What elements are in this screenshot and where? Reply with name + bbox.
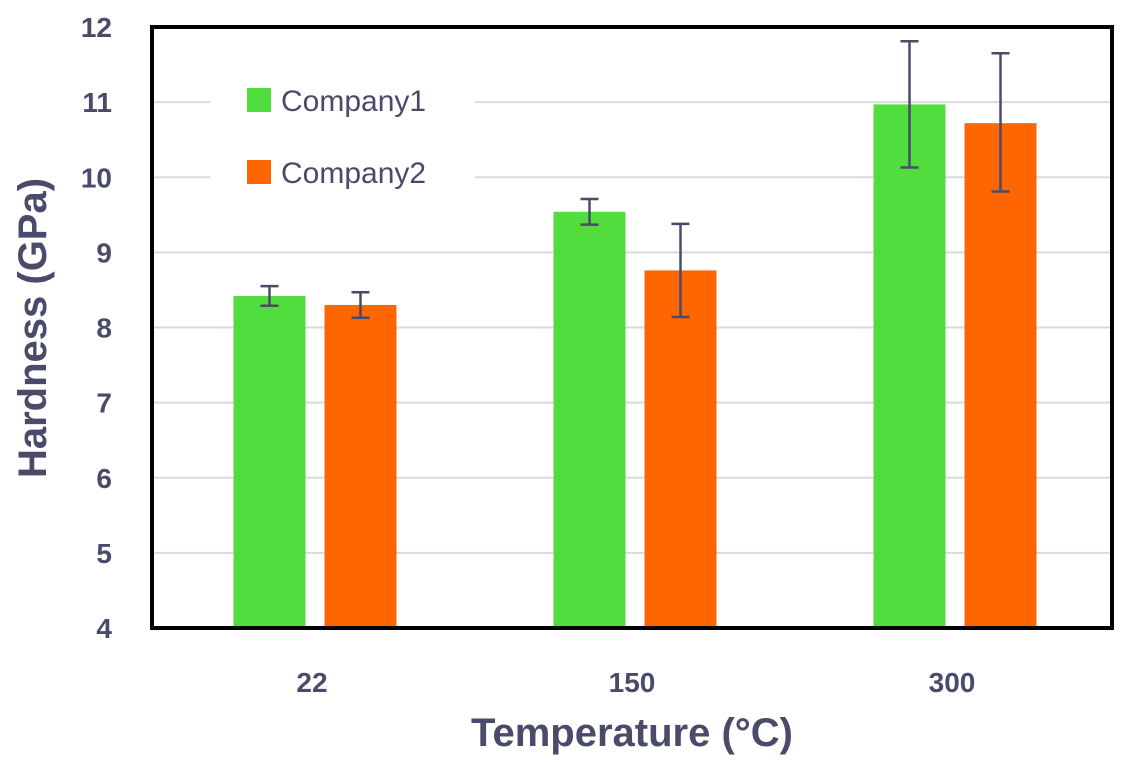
error-bar-company1-300 (900, 40, 919, 169)
legend-label-company2: Company2 (281, 157, 426, 190)
bar-company2-300 (964, 123, 1037, 628)
bar-company2-150 (644, 270, 717, 628)
y-tick-labels: 4 5 6 7 8 9 10 11 12 (81, 12, 113, 644)
error-bar-company2-150 (671, 222, 690, 319)
error-bar-company2-22 (351, 290, 370, 319)
bar-company1-22 (233, 295, 306, 628)
bar-company1-300 (873, 104, 946, 628)
y-tick-label: 6 (96, 463, 112, 494)
plot-frame (150, 25, 1114, 630)
x-tick-label: 150 (609, 667, 656, 698)
error-bars (260, 40, 1010, 319)
bar-company1-150 (553, 211, 626, 628)
x-tick-labels: 22 150 300 (296, 667, 975, 698)
x-axis-title: Temperature (°C) (471, 711, 793, 755)
y-tick-label: 7 (96, 388, 112, 419)
bar-company2-22 (324, 304, 397, 628)
error-bar-company1-150 (580, 197, 599, 226)
y-tick-label: 9 (96, 237, 112, 268)
y-tick-label: 11 (82, 87, 112, 118)
y-tick-label: 4 (96, 613, 112, 644)
x-tick-label: 22 (296, 667, 327, 698)
y-axis-title: Hardness (GPa) (11, 178, 55, 478)
legend: Company1 Company2 (210, 70, 475, 200)
x-tick-label: 300 (929, 667, 976, 698)
bars (233, 104, 1037, 628)
legend-swatch-company1 (247, 88, 271, 112)
y-tick-label: 10 (81, 162, 112, 193)
error-bar-company1-22 (260, 284, 279, 307)
legend-label-company1: Company1 (281, 85, 426, 118)
legend-swatch-company2 (247, 160, 271, 184)
y-tick-label: 5 (96, 538, 112, 569)
y-tick-label: 8 (96, 313, 112, 344)
y-tick-label: 12 (81, 12, 112, 43)
error-bar-company2-300 (991, 52, 1010, 193)
